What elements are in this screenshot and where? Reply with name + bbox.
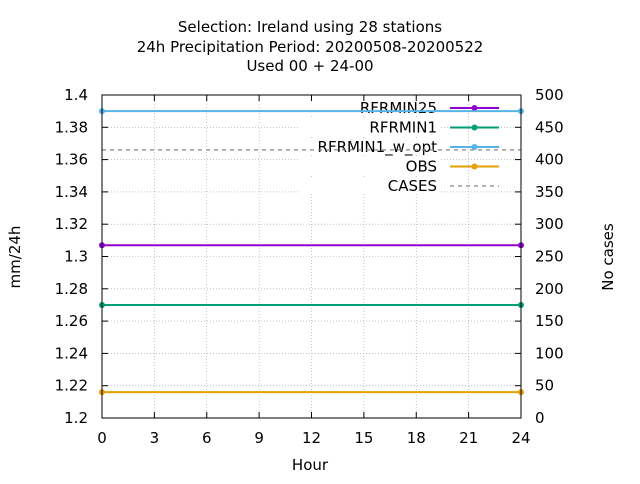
legend-text-backdrop (300, 118, 440, 136)
y2-tick-label: 350 (535, 183, 564, 201)
legend-label: RFRMIN25 (360, 99, 437, 117)
y-tick-label: 1.34 (55, 183, 88, 201)
legend-marker (471, 124, 478, 131)
y2-tick-label: 500 (535, 86, 564, 104)
legend-text-backdrop (300, 138, 440, 155)
y-tick-label: 1.3 (64, 248, 88, 266)
y2-tick-label: 50 (535, 377, 554, 395)
y2-axis-label: No cases (599, 223, 617, 291)
legend-label: RFRMIN1 (369, 119, 437, 137)
y-tick-label: 1.4 (64, 86, 88, 104)
x-tick-label: 3 (150, 429, 160, 447)
y2-tick-label: 250 (535, 248, 564, 266)
legend-label: OBS (406, 158, 437, 176)
x-tick-label: 18 (407, 429, 426, 447)
y2-tick-label: 150 (535, 312, 564, 330)
x-tick-label: 12 (302, 429, 321, 447)
legend-marker (471, 163, 478, 170)
x-tick-label: 9 (254, 429, 264, 447)
y-tick-label: 1.24 (55, 344, 88, 362)
y-tick-label: 1.22 (55, 377, 88, 395)
y-tick-label: 1.36 (55, 151, 88, 169)
x-tick-label: 6 (202, 429, 212, 447)
legend-marker (471, 105, 478, 111)
y-tick-label: 1.28 (55, 280, 88, 298)
y2-tick-label: 0 (535, 409, 545, 427)
y2-tick-label: 100 (535, 344, 564, 362)
y-tick-label: 1.26 (55, 312, 88, 330)
y-axis-label: mm/24h (6, 226, 24, 289)
legend-label: CASES (388, 177, 437, 195)
x-tick-label: 15 (354, 429, 373, 447)
x-tick-label: 21 (459, 429, 478, 447)
legend-label: RFRMIN1_w_opt (318, 138, 438, 157)
series-group (99, 108, 524, 396)
y2-tick-label: 400 (535, 151, 564, 169)
x-axis-label: Hour (292, 456, 329, 474)
chart-title-line-1: Selection: Ireland using 28 stations (178, 18, 442, 36)
y-tick-label: 1.2 (64, 409, 88, 427)
y2-tick-label: 450 (535, 118, 564, 136)
legend-text-backdrop (300, 177, 440, 194)
y2-tick-label: 300 (535, 215, 564, 233)
axes: 0 3 6 9 12 15 18 21 24 1.2 1.22 1.24 1.26 1.28 1.3 1.32… (55, 86, 564, 447)
y-tick-label: 1.32 (55, 215, 88, 233)
chart-title-line-3: Used 00 + 24-00 (246, 57, 373, 75)
chart-title-line-2: 24h Precipitation Period: 20200508-20200… (137, 38, 484, 56)
x-tick-label: 24 (511, 429, 530, 447)
legend-text-backdrop (300, 157, 440, 175)
y-tick-label: 1.38 (55, 118, 88, 136)
legend-marker (471, 144, 478, 150)
x-tick-label: 0 (97, 429, 107, 447)
y2-tick-label: 200 (535, 280, 564, 298)
